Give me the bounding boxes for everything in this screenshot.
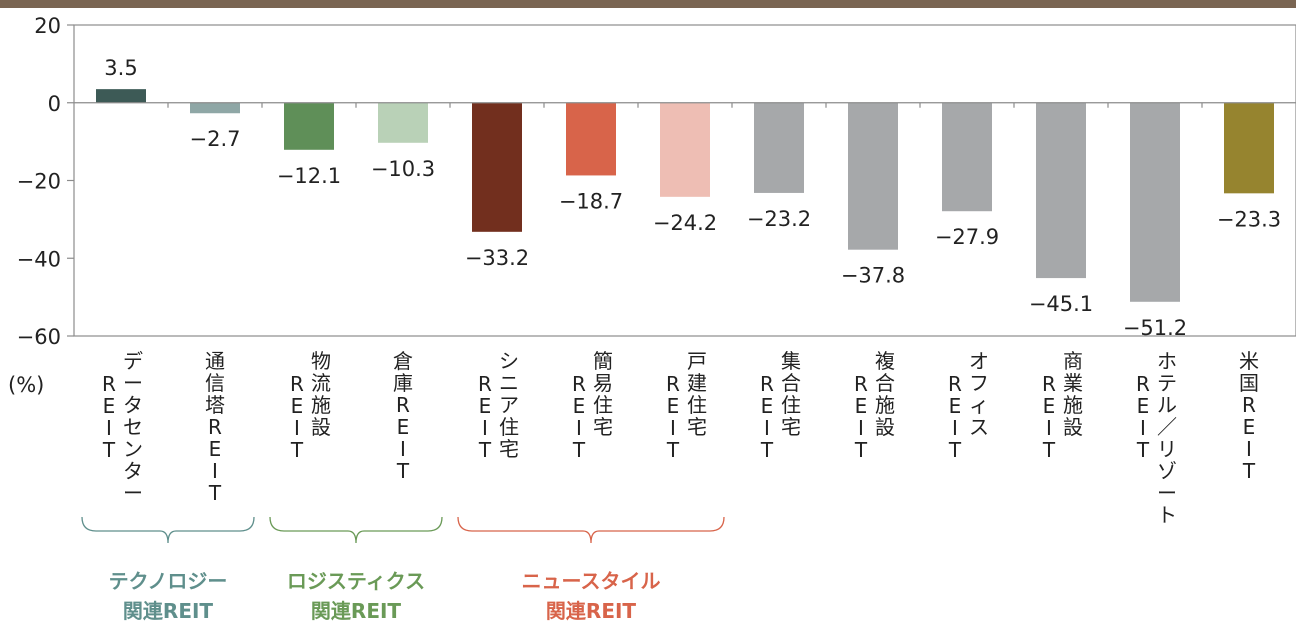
bar xyxy=(566,102,616,176)
category-label: データセンター xyxy=(123,349,143,505)
category-label: ホテル／リゾート xyxy=(1157,349,1177,527)
bar xyxy=(96,89,146,103)
group-label: 関連REIT xyxy=(123,599,214,623)
category-label: オフィス xyxy=(969,349,989,439)
bar xyxy=(660,102,710,197)
y-axis: 20 0 −20 −40 −60 (%) xyxy=(8,14,1203,397)
y-unit-label: (%) xyxy=(8,373,44,397)
category-label: 通信塔 R E I T xyxy=(205,349,225,505)
group-label: 関連REIT xyxy=(311,599,402,623)
group-bracket xyxy=(457,516,725,544)
bar xyxy=(472,102,522,232)
y-tick-label: −40 xyxy=(17,247,61,271)
category-label: 商業施設 xyxy=(1063,349,1083,439)
group-bracket xyxy=(269,516,443,544)
bar-value-label: −33.2 xyxy=(465,246,529,270)
bar-value-label: −27.9 xyxy=(935,225,999,249)
bar-value-label: −23.2 xyxy=(747,207,811,231)
category-label: 集合住宅 xyxy=(781,349,801,439)
category-label: 米国 R E I T xyxy=(1239,349,1259,483)
y-tick-label: 0 xyxy=(48,92,61,116)
group-label: 関連REIT xyxy=(546,599,637,623)
category-label: 複合施設 xyxy=(875,349,895,439)
category-label: 戸建住宅 xyxy=(687,349,707,439)
bar-value-label: −37.8 xyxy=(841,264,905,288)
group-label: テクノロジー xyxy=(109,569,228,593)
bar xyxy=(942,102,992,212)
top-accent-bar xyxy=(0,0,1296,8)
bar xyxy=(754,102,804,193)
category-label: 倉庫 R E I T xyxy=(393,349,413,483)
bar-value-label: −12.1 xyxy=(277,164,341,188)
category-label: シニア住宅 xyxy=(499,349,519,461)
bar-value-label: −45.1 xyxy=(1029,292,1093,316)
bar xyxy=(284,102,334,150)
category-label: 物流施設 xyxy=(311,349,331,439)
bar xyxy=(190,102,240,114)
value-labels: 3.5 −2.7 −12.1 −10.3 −33.2 −18.7 −24.2 −23.2 −37… xyxy=(104,56,1281,340)
bar xyxy=(1036,102,1086,279)
group-label: ニュースタイル xyxy=(522,569,661,593)
y-tick-label: −20 xyxy=(17,170,61,194)
bar-value-label: −18.7 xyxy=(559,189,623,213)
y-tick-label: 20 xyxy=(34,14,61,38)
bar-value-label: 3.5 xyxy=(104,56,137,80)
bar xyxy=(378,102,428,143)
group-label: ロジスティクス xyxy=(287,569,425,593)
group-bracket xyxy=(81,516,255,544)
category-label: 簡易住宅 xyxy=(593,349,613,439)
bar-value-label: −51.2 xyxy=(1123,316,1187,340)
bar-value-label: −23.3 xyxy=(1217,207,1281,231)
category-labels: データセンター R E I T 通信塔 R E I T 物流施設 R E I T 倉庫 R E I T シニア住宅 R E I… xyxy=(102,349,1259,527)
y-tick-label: −60 xyxy=(17,325,61,349)
bar xyxy=(1130,102,1180,302)
bar-value-label: −2.7 xyxy=(190,127,241,151)
bars xyxy=(96,89,1274,302)
bar xyxy=(848,102,898,250)
bar-value-label: −10.3 xyxy=(371,157,435,181)
bar xyxy=(1224,102,1274,194)
bar-value-label: −24.2 xyxy=(653,211,717,235)
